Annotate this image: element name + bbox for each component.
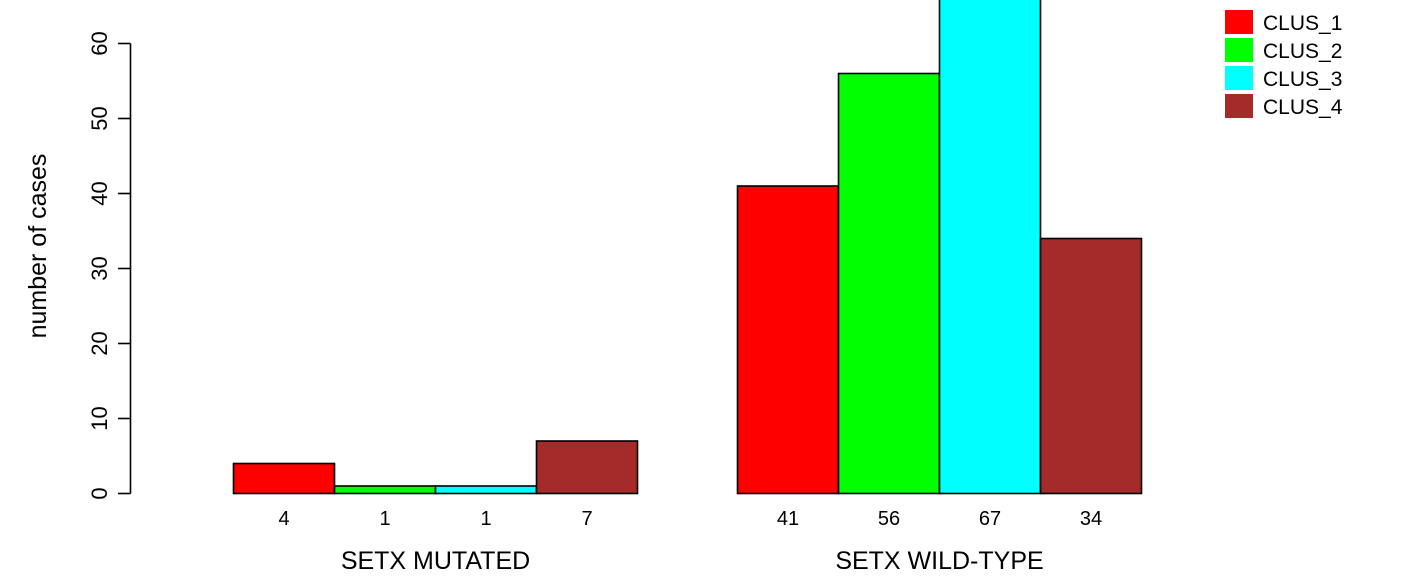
bar-value-label: 67 <box>979 508 1001 530</box>
bar <box>434 485 538 495</box>
y-tick-label: 50 <box>87 106 112 130</box>
bar-value-label: 41 <box>777 508 799 530</box>
bar <box>535 440 639 495</box>
category-label: SETX MUTATED <box>341 547 530 575</box>
bar-value-label: 7 <box>581 508 592 530</box>
y-tick-label: 60 <box>87 31 112 55</box>
bar <box>232 462 336 495</box>
legend-label: CLUS_1 <box>1263 12 1342 35</box>
bar <box>837 72 941 495</box>
legend-label: CLUS_4 <box>1263 96 1343 119</box>
bar-value-label: 4 <box>278 508 289 530</box>
bar <box>333 485 437 495</box>
bar-value-label: 1 <box>480 508 491 530</box>
bar-value-label: 34 <box>1080 508 1102 530</box>
y-tick-label: 40 <box>87 181 112 205</box>
legend-swatch <box>1225 66 1253 90</box>
bars <box>232 0 1143 495</box>
bar-value-label: 56 <box>878 508 900 530</box>
y-tick-label: 10 <box>87 406 112 430</box>
legend-swatch <box>1225 10 1253 34</box>
group-labels: SETX MUTATED SETX WILD-TYPE <box>341 547 1044 575</box>
bar <box>1039 237 1143 495</box>
bar <box>736 185 840 495</box>
legend-label: CLUS_2 <box>1263 40 1342 63</box>
count-labels: 4 1 1 7 41 56 67 34 <box>278 508 1102 530</box>
category-label: SETX WILD-TYPE <box>835 547 1043 575</box>
y-axis-label: number of cases <box>24 154 52 339</box>
bar <box>938 0 1042 495</box>
legend-swatch <box>1225 94 1253 118</box>
legend: CLUS_1 CLUS_2 CLUS_3 CLUS_4 <box>1225 10 1343 119</box>
y-tick-label: 20 <box>87 331 112 355</box>
y-tick-label: 0 <box>87 487 112 499</box>
y-axis: 0 10 20 30 40 50 60 <box>87 31 132 500</box>
legend-swatch <box>1225 38 1253 62</box>
legend-label: CLUS_3 <box>1263 68 1342 91</box>
y-tick-label: 30 <box>87 256 112 280</box>
bar-value-label: 1 <box>379 508 390 530</box>
